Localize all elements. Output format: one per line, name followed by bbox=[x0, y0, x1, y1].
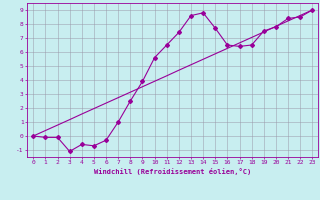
X-axis label: Windchill (Refroidissement éolien,°C): Windchill (Refroidissement éolien,°C) bbox=[94, 168, 252, 175]
